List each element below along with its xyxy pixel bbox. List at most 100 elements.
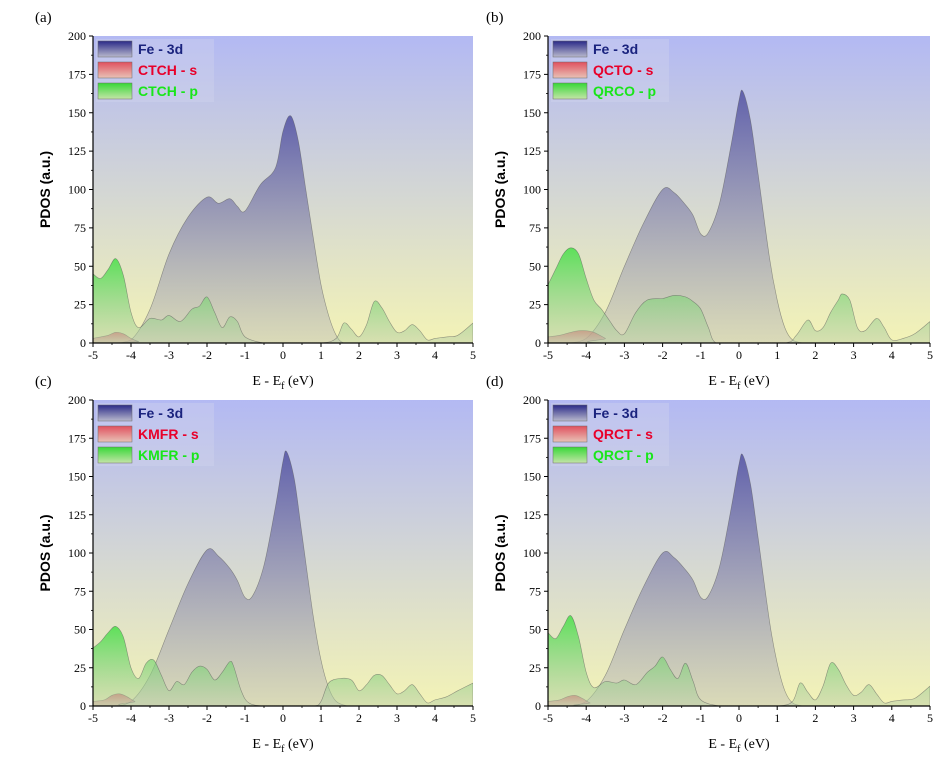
legend-label-fe-3d: Fe - 3d <box>593 405 638 421</box>
legend-swatch-p-orbital <box>552 446 588 464</box>
x-tick-label: 5 <box>927 348 933 362</box>
legend-label-s-orbital: CTCH - s <box>138 62 197 78</box>
x-axis-title: E - Ef (eV) <box>252 374 314 392</box>
legend-swatch-s-orbital <box>97 425 133 443</box>
x-tick-label: 4 <box>889 711 895 725</box>
y-tick-label: 150 <box>523 470 541 484</box>
y-tick-label: 150 <box>523 106 541 120</box>
legend-swatch-fe-3d <box>552 40 588 58</box>
x-tick-label: -1 <box>240 711 250 725</box>
y-tick-label: 50 <box>529 623 541 637</box>
x-tick-label: -2 <box>202 348 212 362</box>
panel-c: 0 25 50 75 100 125 150 175 200 -5 -4 -3 -2 -1 0 1 2 3 4 5 PD… <box>35 374 476 755</box>
legend-label-s-orbital: QRCT - s <box>593 426 653 442</box>
x-tick-label: 2 <box>812 711 818 725</box>
y-tick-label: 75 <box>529 221 541 235</box>
y-tick-label: 175 <box>523 431 541 445</box>
y-tick-label: 100 <box>68 546 86 560</box>
y-axis-title: PDOS (a.u.) <box>37 151 53 228</box>
x-tick-label: -3 <box>164 348 174 362</box>
panel-label: (c) <box>35 374 52 390</box>
plot-area <box>548 89 930 343</box>
series-area-p-orbital <box>93 258 473 343</box>
legend-label-s-orbital: QCTO - s <box>593 62 654 78</box>
legend-label-fe-3d: Fe - 3d <box>593 41 638 57</box>
x-tick-label: -3 <box>619 348 629 362</box>
x-tick-label: 5 <box>470 348 476 362</box>
legend: Fe - 3d KMFR - s KMFR - p <box>96 403 214 466</box>
y-tick-label: 25 <box>74 298 86 312</box>
legend: Fe - 3d CTCH - s CTCH - p <box>96 39 214 102</box>
legend-label-p-orbital: CTCH - p <box>138 83 198 99</box>
x-tick-label: 3 <box>394 711 400 725</box>
y-tick-label: 75 <box>74 221 86 235</box>
plot-area <box>93 115 473 343</box>
x-tick-label: -2 <box>202 711 212 725</box>
legend-swatch-fe-3d <box>97 404 133 422</box>
panel-label: (d) <box>486 374 504 390</box>
plot-area <box>548 453 930 706</box>
y-tick-label: 150 <box>68 106 86 120</box>
y-tick-label: 125 <box>68 508 86 522</box>
series-area-fe-3d <box>93 115 473 343</box>
x-tick-label: -5 <box>543 711 553 725</box>
y-tick-label: 50 <box>74 259 86 273</box>
x-axis-title: E - Ef (eV) <box>708 737 770 755</box>
x-tick-label: 3 <box>851 348 857 362</box>
legend-swatch-s-orbital <box>97 61 133 79</box>
x-tick-label: 3 <box>394 348 400 362</box>
y-tick-label: 125 <box>523 144 541 158</box>
y-tick-label: 200 <box>523 29 541 43</box>
x-tick-label: 0 <box>280 711 286 725</box>
x-tick-label: 0 <box>736 711 742 725</box>
series-area-fe-3d <box>548 89 930 343</box>
y-tick-label: 50 <box>74 623 86 637</box>
x-tick-label: -5 <box>88 348 98 362</box>
x-tick-label: 4 <box>432 711 438 725</box>
x-tick-label: -4 <box>581 348 591 362</box>
y-tick-label: 150 <box>68 470 86 484</box>
y-axis-title: PDOS (a.u.) <box>492 514 508 591</box>
y-tick-label: 0 <box>80 699 86 713</box>
x-tick-label: 4 <box>432 348 438 362</box>
x-tick-label: -5 <box>543 348 553 362</box>
x-tick-label: -3 <box>164 711 174 725</box>
y-tick-label: 100 <box>523 183 541 197</box>
legend-label-fe-3d: Fe - 3d <box>138 405 183 421</box>
y-tick-label: 25 <box>529 298 541 312</box>
legend-label-fe-3d: Fe - 3d <box>138 41 183 57</box>
x-tick-label: 2 <box>812 348 818 362</box>
panel-label: (b) <box>486 10 504 26</box>
x-tick-label: -3 <box>619 711 629 725</box>
y-tick-label: 50 <box>529 259 541 273</box>
panel-b: 0 25 50 75 100 125 150 175 200 -5 -4 -3 -2 -1 0 1 2 3 4 5 PD… <box>486 10 933 392</box>
y-tick-label: 25 <box>529 661 541 675</box>
x-tick-label: -1 <box>696 711 706 725</box>
y-axis-title: PDOS (a.u.) <box>492 151 508 228</box>
legend-swatch-p-orbital <box>97 446 133 464</box>
series-area-p-orbital <box>548 247 930 343</box>
legend-swatch-p-orbital <box>552 82 588 100</box>
x-tick-label: -4 <box>126 348 136 362</box>
y-tick-label: 175 <box>523 67 541 81</box>
x-tick-label: 1 <box>318 348 324 362</box>
legend-swatch-p-orbital <box>97 82 133 100</box>
y-tick-label: 0 <box>535 699 541 713</box>
x-tick-label: -1 <box>696 348 706 362</box>
legend-swatch-s-orbital <box>552 425 588 443</box>
x-tick-label: 1 <box>774 711 780 725</box>
x-tick-label: -2 <box>658 348 668 362</box>
y-tick-label: 200 <box>68 393 86 407</box>
legend: Fe - 3d QRCT - s QRCT - p <box>551 403 669 466</box>
x-axis-title: E - Ef (eV) <box>252 737 314 755</box>
x-tick-label: -4 <box>126 711 136 725</box>
x-tick-label: 1 <box>318 711 324 725</box>
x-axis-title: E - Ef (eV) <box>708 374 770 392</box>
plot-area <box>93 450 473 706</box>
y-axis-title: PDOS (a.u.) <box>37 514 53 591</box>
x-tick-label: 2 <box>356 348 362 362</box>
y-tick-label: 0 <box>80 336 86 350</box>
y-tick-label: 100 <box>523 546 541 560</box>
y-tick-label: 175 <box>68 67 86 81</box>
